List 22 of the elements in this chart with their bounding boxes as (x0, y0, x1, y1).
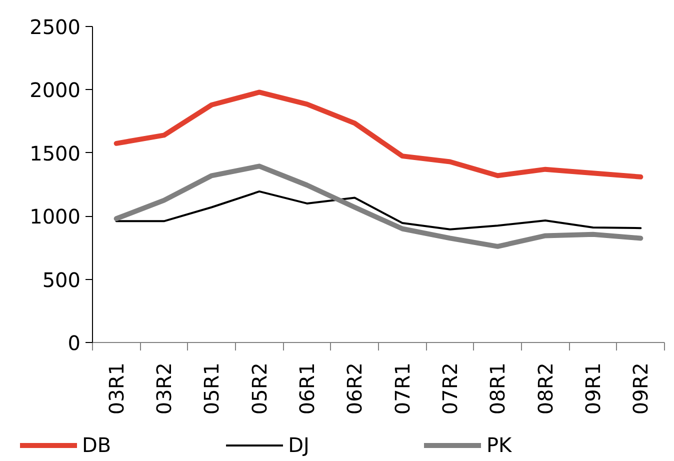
line-series (115, 190, 642, 230)
x-tick-label: 07R2 (438, 362, 462, 415)
legend-label: DJ (288, 433, 310, 457)
y-tick-label: 0 (68, 331, 81, 355)
x-tick-label: 03R2 (152, 362, 176, 415)
y-tick-label: 1000 (30, 204, 81, 229)
x-tick-label: 09R2 (628, 362, 653, 415)
x-tick-label: 09R1 (581, 362, 605, 415)
x-tick-label: 06R2 (342, 362, 367, 415)
x-tick-label: 08R1 (486, 362, 510, 415)
x-tick-label: 06R1 (295, 362, 319, 415)
y-tick-label: 1500 (30, 141, 81, 166)
legend-label: PK (486, 433, 512, 457)
y-tick-label: 2000 (30, 78, 81, 102)
x-tick-label: 07R1 (390, 362, 414, 415)
x-tick-label: 05R1 (200, 362, 224, 415)
y-tick-label: 2500 (30, 15, 81, 39)
x-tick-label: 08R2 (533, 362, 558, 415)
x-tick-label: 03R1 (104, 362, 128, 415)
legend-label: DB (82, 433, 112, 457)
x-tick-label: 05R2 (247, 362, 272, 415)
y-tick-label: 500 (42, 268, 81, 292)
